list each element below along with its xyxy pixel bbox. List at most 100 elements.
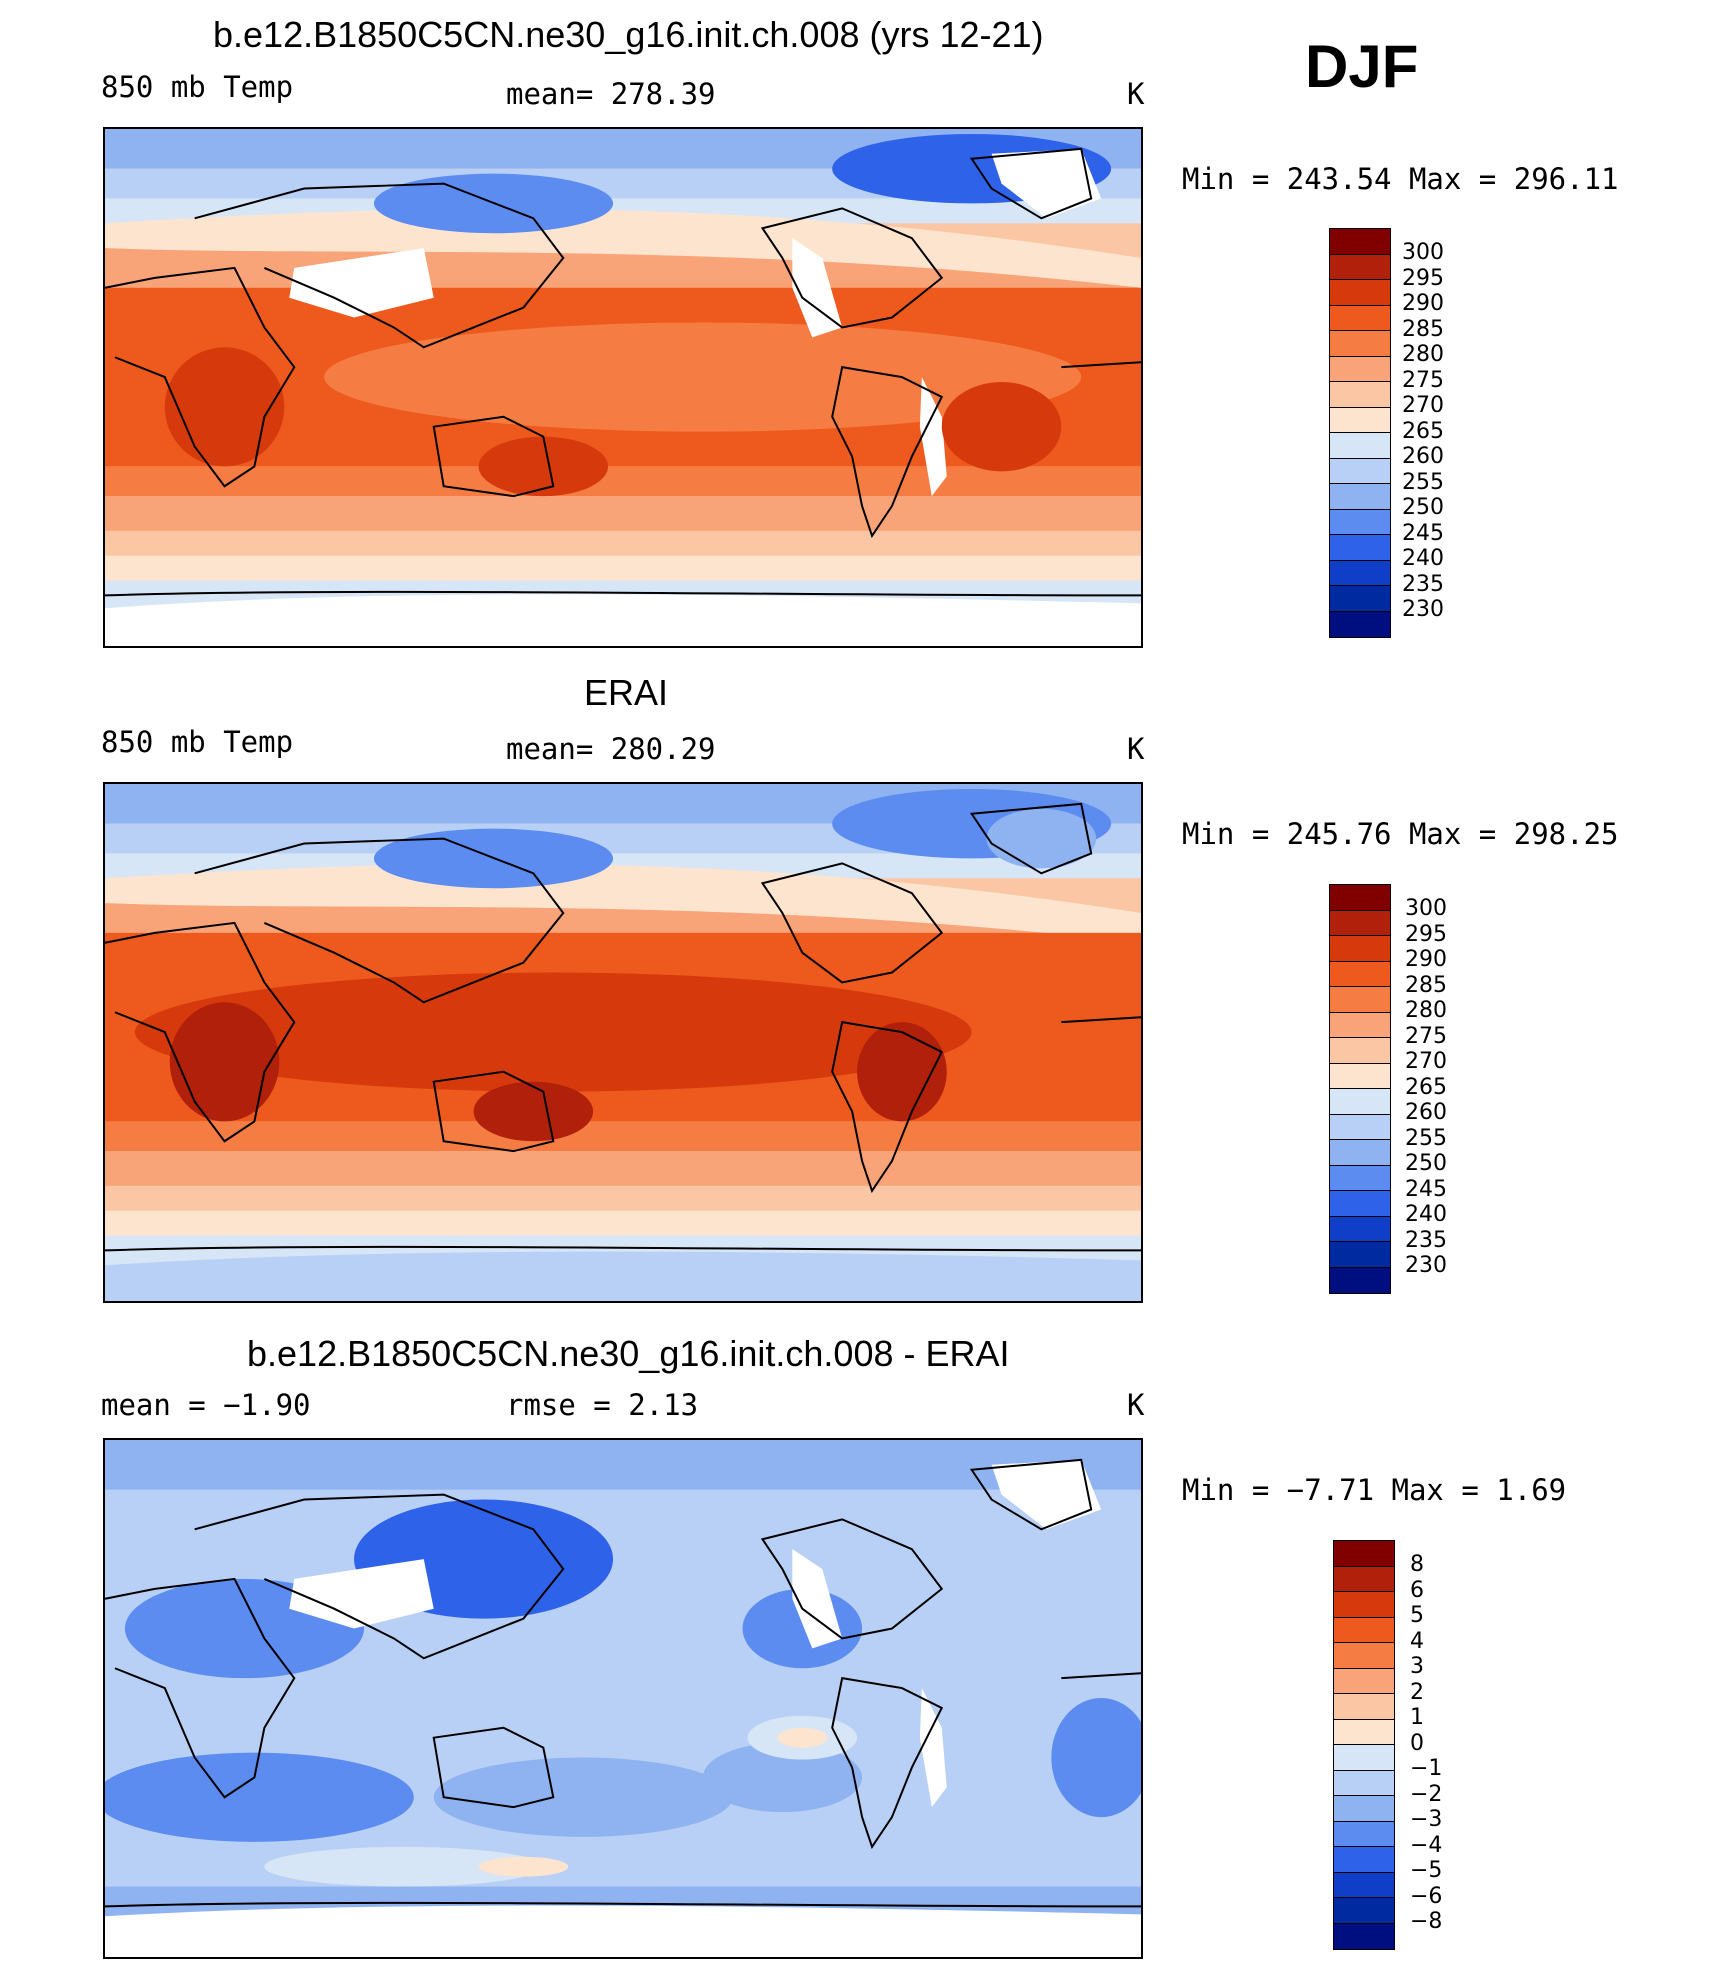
colorbar-swatch	[1330, 280, 1390, 306]
colorbar-swatch	[1334, 1745, 1394, 1771]
panel-2-map	[103, 782, 1143, 1303]
colorbar-tick-label: −5	[1410, 1858, 1443, 1883]
panel-1-map	[103, 127, 1143, 648]
colorbar-swatch	[1330, 509, 1390, 535]
colorbar-tick-label: 255	[1402, 469, 1444, 495]
colorbar-swatch	[1334, 1821, 1394, 1847]
colorbar-swatch	[1330, 961, 1390, 987]
colorbar-tick-label: 280	[1405, 998, 1447, 1023]
colorbar-swatch	[1330, 1089, 1390, 1115]
colorbar-swatch	[1334, 1770, 1394, 1796]
colorbar-swatch	[1330, 936, 1390, 962]
panel-3-minmax: Min = −7.71 Max = 1.69	[1182, 1473, 1567, 1507]
colorbar-swatch	[1334, 1847, 1394, 1873]
panel-2-colorbar	[1329, 884, 1391, 1294]
colorbar-swatch	[1330, 1242, 1390, 1268]
colorbar-swatch	[1330, 484, 1390, 510]
colorbar-swatch	[1330, 535, 1390, 561]
colorbar-swatch	[1334, 1541, 1394, 1567]
colorbar-tick-label: 6	[1410, 1577, 1424, 1603]
colorbar-swatch	[1330, 229, 1390, 255]
colorbar-swatch	[1330, 407, 1390, 433]
colorbar-swatch	[1334, 1617, 1394, 1643]
panel-2-variable-label: 850 mb Temp	[101, 725, 294, 759]
panel-3-units: K	[1127, 1388, 1145, 1422]
colorbar-swatch	[1330, 458, 1390, 484]
colorbar-swatch	[1330, 885, 1390, 911]
colorbar-tick-label: 235	[1402, 571, 1444, 597]
colorbar-tick-label: 230	[1405, 1253, 1447, 1278]
colorbar-swatch	[1334, 1592, 1394, 1618]
colorbar-swatch	[1334, 1872, 1394, 1898]
colorbar-tick-label: 300	[1402, 240, 1444, 265]
colorbar-swatch	[1330, 1063, 1390, 1089]
colorbar-tick-label: 240	[1402, 546, 1444, 571]
colorbar-swatch	[1334, 1923, 1394, 1949]
panel-1-mean-label: mean= 278.39	[506, 77, 716, 111]
colorbar-swatch	[1330, 1191, 1390, 1217]
colorbar-tick-label: 3	[1410, 1654, 1424, 1679]
colorbar-tick-label: 245	[1405, 1176, 1447, 1202]
panel-2-units: K	[1127, 732, 1145, 766]
panel-2-mean-label: mean= 280.29	[506, 732, 716, 766]
panel-3-colorbar	[1333, 1540, 1395, 1950]
colorbar-tick-label: 250	[1402, 495, 1444, 520]
colorbar-swatch	[1330, 910, 1390, 936]
colorbar-swatch	[1334, 1566, 1394, 1592]
colorbar-swatch	[1330, 382, 1390, 408]
colorbar-swatch	[1334, 1643, 1394, 1669]
panel-2-title: ERAI	[584, 672, 669, 713]
colorbar-swatch	[1330, 331, 1390, 357]
colorbar-swatch	[1330, 1012, 1390, 1038]
colorbar-tick-label: 245	[1402, 520, 1444, 546]
colorbar-tick-label: 265	[1402, 418, 1444, 444]
colorbar-tick-label: 8	[1410, 1552, 1424, 1577]
colorbar-tick-label: 300	[1405, 896, 1447, 921]
colorbar-tick-label: 250	[1405, 1151, 1447, 1176]
panel-1-units: K	[1127, 77, 1145, 111]
colorbar-swatch	[1330, 611, 1390, 637]
colorbar-swatch	[1330, 433, 1390, 459]
panel-2-minmax: Min = 245.76 Max = 298.25	[1182, 817, 1619, 851]
colorbar-tick-label: 240	[1405, 1202, 1447, 1227]
colorbar-tick-label: 275	[1402, 367, 1444, 393]
colorbar-tick-label: −6	[1410, 1883, 1443, 1909]
colorbar-swatch	[1334, 1668, 1394, 1694]
colorbar-tick-label: 265	[1405, 1074, 1447, 1100]
colorbar-tick-label: 270	[1405, 1049, 1447, 1074]
colorbar-swatch	[1334, 1719, 1394, 1745]
colorbar-tick-label: −4	[1410, 1832, 1443, 1858]
colorbar-tick-label: 230	[1402, 597, 1444, 622]
colorbar-tick-label: 235	[1405, 1227, 1447, 1253]
colorbar-swatch	[1330, 560, 1390, 586]
colorbar-swatch	[1330, 1140, 1390, 1166]
panel-3-mean-label: mean = −1.90	[101, 1388, 311, 1422]
colorbar-tick-label: 4	[1410, 1628, 1424, 1654]
panel-3-map	[103, 1438, 1143, 1959]
season-label: DJF	[1305, 33, 1419, 100]
panel-1-colorbar	[1329, 228, 1391, 638]
colorbar-swatch	[1330, 1216, 1390, 1242]
colorbar-swatch	[1330, 356, 1390, 382]
colorbar-tick-label: 285	[1402, 316, 1444, 342]
colorbar-tick-label: 2	[1410, 1679, 1424, 1705]
colorbar-tick-label: 5	[1410, 1603, 1424, 1628]
colorbar-tick-label: 0	[1410, 1730, 1424, 1756]
colorbar-tick-label: 255	[1405, 1125, 1447, 1151]
colorbar-tick-label: 260	[1402, 444, 1444, 469]
colorbar-swatch	[1330, 305, 1390, 331]
colorbar-swatch	[1330, 987, 1390, 1013]
colorbar-tick-label: −2	[1410, 1781, 1443, 1807]
panel-1-title: b.e12.B1850C5CN.ne30_g16.init.ch.008 (yr…	[213, 14, 1044, 55]
colorbar-tick-label: 280	[1402, 342, 1444, 367]
colorbar-tick-label: −3	[1410, 1807, 1443, 1832]
panel-3-rmse-label: rmse = 2.13	[506, 1388, 699, 1422]
colorbar-swatch	[1330, 254, 1390, 280]
colorbar-swatch	[1334, 1898, 1394, 1924]
colorbar-tick-label: 270	[1402, 393, 1444, 418]
colorbar-swatch	[1330, 1114, 1390, 1140]
colorbar-tick-label: 290	[1405, 947, 1447, 972]
panel-1-variable-label: 850 mb Temp	[101, 70, 294, 104]
colorbar-swatch	[1330, 1165, 1390, 1191]
colorbar-swatch	[1330, 1267, 1390, 1293]
